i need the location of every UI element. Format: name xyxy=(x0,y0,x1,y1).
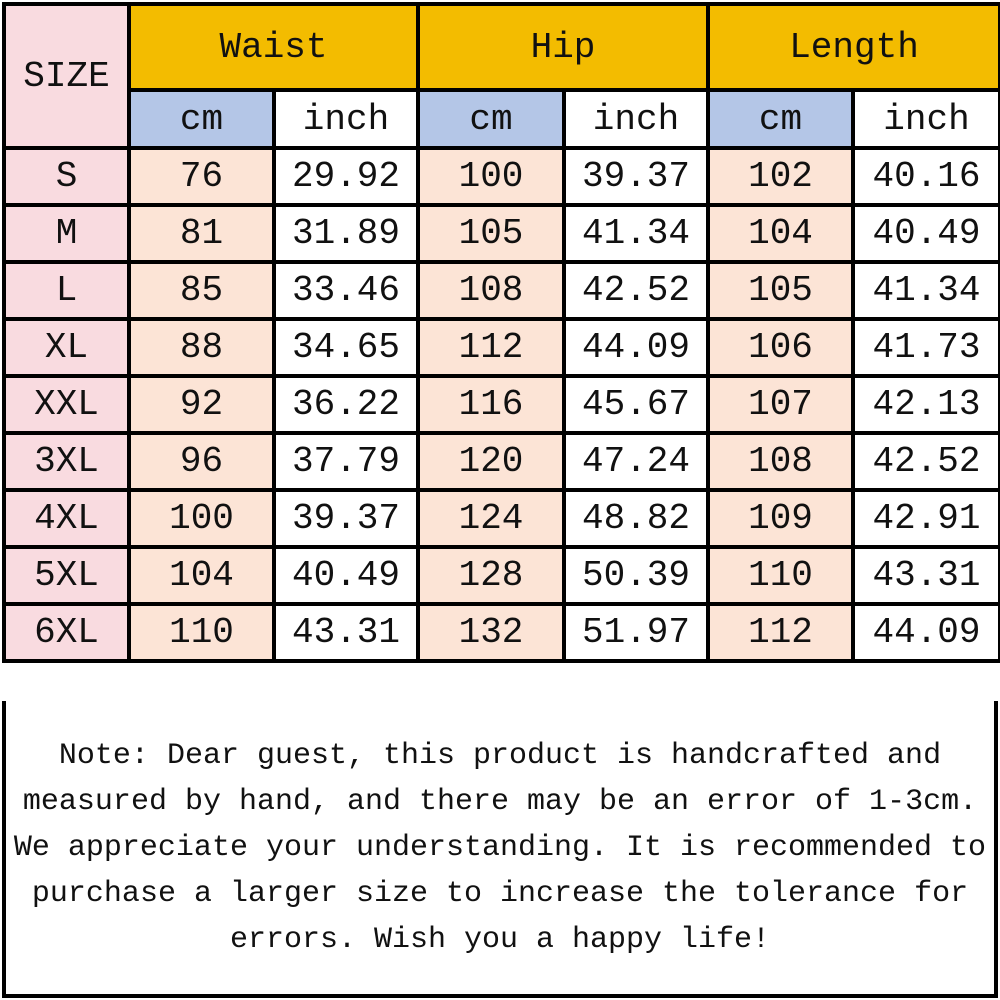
cm-cell: 85 xyxy=(127,260,276,321)
cm-cell: 108 xyxy=(416,260,566,321)
inch-cell: 41.34 xyxy=(851,260,1000,321)
inch-cell: 34.65 xyxy=(272,317,420,378)
size-cell: S xyxy=(2,146,131,207)
table-row: M 81 31.89 105 41.34 104 40.49 xyxy=(2,203,1000,264)
unit-header: cm xyxy=(127,88,276,150)
inch-cell: 40.49 xyxy=(851,203,1000,264)
inch-cell: 29.92 xyxy=(272,146,420,207)
size-header: SIZE xyxy=(2,2,131,150)
inch-cell: 37.79 xyxy=(272,431,420,492)
cm-cell: 81 xyxy=(127,203,276,264)
cm-cell: 92 xyxy=(127,374,276,435)
inch-cell: 42.52 xyxy=(851,431,1000,492)
size-cell: L xyxy=(2,260,131,321)
unit-header: inch xyxy=(851,88,1000,150)
inch-cell: 45.67 xyxy=(562,374,710,435)
size-cell: XL xyxy=(2,317,131,378)
inch-cell: 42.52 xyxy=(562,260,710,321)
table-row: 6XL 110 43.31 132 51.97 112 44.09 xyxy=(2,602,1000,663)
cm-cell: 110 xyxy=(706,545,855,606)
inch-cell: 41.34 xyxy=(562,203,710,264)
cm-cell: 105 xyxy=(706,260,855,321)
size-cell: M xyxy=(2,203,131,264)
inch-cell: 40.49 xyxy=(272,545,420,606)
length-header: Length xyxy=(706,2,1000,92)
size-cell: 3XL xyxy=(2,431,131,492)
inch-cell: 48.82 xyxy=(562,488,710,549)
size-cell: 6XL xyxy=(2,602,131,663)
header-row-groups: SIZE Waist Hip Length xyxy=(2,2,1000,150)
cm-cell: 110 xyxy=(127,602,276,663)
cm-cell: 102 xyxy=(706,146,855,207)
inch-cell: 43.31 xyxy=(851,545,1000,606)
inch-cell: 47.24 xyxy=(562,431,710,492)
inch-cell: 41.73 xyxy=(851,317,1000,378)
inch-cell: 36.22 xyxy=(272,374,420,435)
size-table: SIZE Waist Hip Length cm inch cm inch cm… xyxy=(2,2,1000,663)
cm-cell: 76 xyxy=(127,146,276,207)
unit-header: cm xyxy=(706,88,855,150)
cm-cell: 120 xyxy=(416,431,566,492)
cm-cell: 105 xyxy=(416,203,566,264)
inch-cell: 51.97 xyxy=(562,602,710,663)
cm-cell: 107 xyxy=(706,374,855,435)
cm-cell: 109 xyxy=(706,488,855,549)
cm-cell: 128 xyxy=(416,545,566,606)
cm-cell: 104 xyxy=(706,203,855,264)
size-cell: 5XL xyxy=(2,545,131,606)
table-row: XXL 92 36.22 116 45.67 107 42.13 xyxy=(2,374,1000,435)
cm-cell: 100 xyxy=(416,146,566,207)
inch-cell: 43.31 xyxy=(272,602,420,663)
inch-cell: 44.09 xyxy=(851,602,1000,663)
cm-cell: 88 xyxy=(127,317,276,378)
table-row: S 76 29.92 100 39.37 102 40.16 xyxy=(2,146,1000,207)
inch-cell: 39.37 xyxy=(562,146,710,207)
inch-cell: 39.37 xyxy=(272,488,420,549)
inch-cell: 31.89 xyxy=(272,203,420,264)
inch-cell: 33.46 xyxy=(272,260,420,321)
waist-header: Waist xyxy=(127,2,420,92)
unit-header: inch xyxy=(562,88,710,150)
unit-header: cm xyxy=(416,88,566,150)
cm-cell: 112 xyxy=(416,317,566,378)
unit-header: inch xyxy=(272,88,420,150)
cm-cell: 104 xyxy=(127,545,276,606)
cm-cell: 112 xyxy=(706,602,855,663)
cm-cell: 106 xyxy=(706,317,855,378)
cm-cell: 96 xyxy=(127,431,276,492)
cm-cell: 116 xyxy=(416,374,566,435)
inch-cell: 40.16 xyxy=(851,146,1000,207)
inch-cell: 44.09 xyxy=(562,317,710,378)
table-row: 4XL 100 39.37 124 48.82 109 42.91 xyxy=(2,488,1000,549)
table-row: L 85 33.46 108 42.52 105 41.34 xyxy=(2,260,1000,321)
size-cell: 4XL xyxy=(2,488,131,549)
table-row: 5XL 104 40.49 128 50.39 110 43.31 xyxy=(2,545,1000,606)
hip-header: Hip xyxy=(416,2,710,92)
inch-cell: 42.13 xyxy=(851,374,1000,435)
inch-cell: 42.91 xyxy=(851,488,1000,549)
size-cell: XXL xyxy=(2,374,131,435)
inch-cell: 50.39 xyxy=(562,545,710,606)
table-row: 3XL 96 37.79 120 47.24 108 42.52 xyxy=(2,431,1000,492)
cm-cell: 100 xyxy=(127,488,276,549)
note-text: Note: Dear guest, this product is handcr… xyxy=(2,701,998,998)
table-row: XL 88 34.65 112 44.09 106 41.73 xyxy=(2,317,1000,378)
cm-cell: 108 xyxy=(706,431,855,492)
cm-cell: 132 xyxy=(416,602,566,663)
header-row-units: cm inch cm inch cm inch xyxy=(4,88,1000,150)
cm-cell: 124 xyxy=(416,488,566,549)
